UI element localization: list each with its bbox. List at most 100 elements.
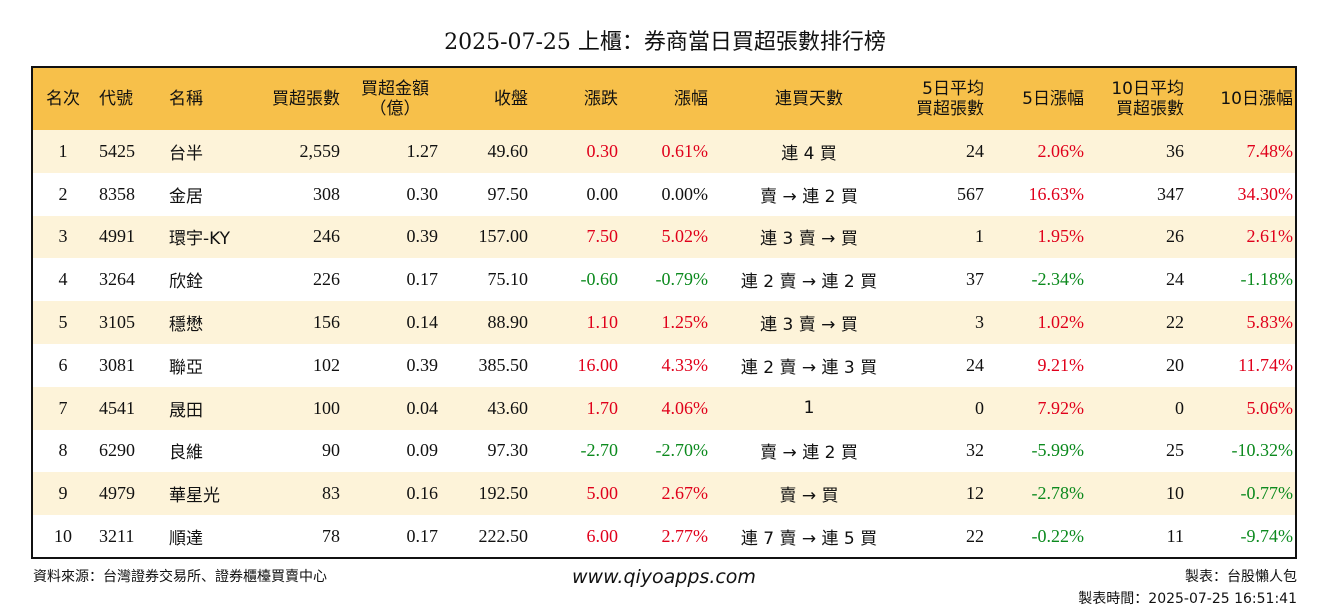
cell-change: 0.00 [586, 183, 619, 204]
cell-change-pct: 2.67% [661, 483, 709, 504]
cell-chg10: 5.06% [1246, 397, 1294, 418]
cell-avg5: 1 [975, 226, 984, 247]
cell-close: 192.50 [478, 483, 529, 504]
ranking-table-container: 名次 代號 名稱 買超張數 買超金額 （億） 收盤 漲跌 漲幅 連買天數 5日平… [31, 66, 1297, 559]
cell-rank: 10 [54, 526, 72, 547]
page-title: 2025-07-25 上櫃：券商當日買超張數排行榜 [444, 30, 886, 55]
cell-avg10: 36 [1166, 140, 1184, 161]
cell-change-pct: 1.25% [661, 312, 709, 333]
cell-code: 5425 [99, 140, 135, 161]
cell-close: 49.60 [487, 140, 529, 161]
cell-name: 環宇-KY [169, 229, 231, 250]
cell-close: 43.60 [487, 397, 529, 418]
cell-avg10: 26 [1166, 226, 1184, 247]
cell-avg5: 24 [966, 354, 984, 375]
cell-chg10: -9.74% [1240, 526, 1294, 547]
cell-chg10: -1.18% [1240, 269, 1294, 290]
cell-net-buy-lots: 2,559 [299, 140, 341, 161]
cell-streak: 連 3 賣 → 買 [760, 229, 858, 250]
cell-change: 1.10 [586, 312, 619, 333]
cell-streak: 賣 → 連 2 買 [760, 443, 858, 464]
cell-rank: 2 [58, 183, 68, 204]
cell-name: 台半 [169, 143, 203, 164]
cell-change-pct: 0.00% [661, 183, 709, 204]
cell-chg10: -0.77% [1240, 483, 1294, 504]
cell-name: 聯亞 [169, 357, 203, 378]
cell-change: 0.30 [586, 140, 619, 161]
cell-avg10: 0 [1175, 397, 1184, 418]
header-name: 名稱 [169, 89, 203, 109]
cell-name: 穩懋 [169, 315, 203, 336]
cell-name: 晟田 [169, 400, 203, 421]
cell-close: 385.50 [478, 354, 529, 375]
cell-net-buy-amount: 0.14 [406, 312, 439, 333]
data-source-note: 資料來源：台灣證券交易所、證券櫃檯買賣中心 [33, 569, 327, 585]
cell-rank: 4 [58, 269, 68, 290]
cell-rank: 9 [58, 483, 68, 504]
cell-net-buy-amount: 0.16 [406, 483, 439, 504]
website-link[interactable]: www.qiyoapps.com [572, 566, 756, 588]
cell-rank: 1 [58, 140, 68, 161]
cell-rank: 6 [58, 354, 68, 375]
cell-close: 97.50 [487, 183, 529, 204]
cell-rank: 5 [58, 312, 68, 333]
cell-streak: 連 4 買 [781, 143, 837, 164]
cell-net-buy-lots: 102 [313, 354, 340, 375]
header-net-buy-lots: 買超張數 [272, 89, 340, 109]
cell-change: 5.00 [586, 483, 619, 504]
cell-streak: 賣 → 連 2 買 [760, 186, 858, 207]
cell-avg10: 347 [1157, 183, 1184, 204]
cell-streak: 1 [803, 398, 815, 419]
footer-credits: 製表：台股懶人包 製表時間：2025-07-25 16:51:41 [1078, 566, 1297, 610]
cell-code: 8358 [99, 183, 135, 204]
cell-avg5: 3 [975, 312, 984, 333]
cell-streak: 連 2 賣 → 連 3 買 [740, 357, 878, 378]
cell-name: 欣銓 [169, 272, 203, 293]
cell-change-pct: 4.33% [661, 354, 709, 375]
cell-net-buy-lots: 90 [322, 440, 340, 461]
cell-chg5: -2.34% [1031, 269, 1085, 290]
cell-streak: 賣 → 買 [779, 486, 839, 507]
cell-rank: 3 [58, 226, 68, 247]
cell-change-pct: 2.77% [661, 526, 709, 547]
cell-avg10: 10 [1166, 483, 1184, 504]
cell-streak: 連 2 賣 → 連 2 買 [740, 272, 878, 293]
cell-avg10: 25 [1166, 440, 1184, 461]
cell-change: 7.50 [586, 226, 619, 247]
table-row: 9 4979 華星光 83 0.16 192.50 5.00 2.67% 賣 → 買 12 -2.7… [33, 472, 1295, 516]
cell-chg10: 34.30% [1237, 183, 1294, 204]
header-streak: 連買天數 [775, 89, 843, 109]
cell-streak: 連 3 賣 → 買 [760, 315, 858, 336]
header-chg10: 10日漲幅 [1220, 89, 1293, 109]
cell-name: 華星光 [169, 486, 220, 507]
cell-change-pct: 4.06% [661, 397, 709, 418]
cell-chg5: 1.02% [1037, 312, 1085, 333]
cell-net-buy-amount: 0.04 [406, 397, 439, 418]
cell-streak: 連 7 賣 → 連 5 買 [740, 529, 878, 550]
header-code: 代號 [99, 89, 133, 109]
table-body: 1 5425 台半 2,559 1.27 49.60 0.30 0.61% 連 4 買 24 2.0… [33, 130, 1295, 557]
cell-code: 4541 [99, 397, 135, 418]
cell-chg5: 7.92% [1037, 397, 1085, 418]
header-change: 漲跌 [584, 89, 618, 109]
cell-avg10: 11 [1166, 526, 1184, 547]
cell-change-pct: 0.61% [661, 140, 709, 161]
table-row: 7 4541 晟田 100 0.04 43.60 1.70 4.06% 1 0 7.92% 0 5.06… [33, 386, 1295, 430]
cell-net-buy-amount: 0.39 [406, 226, 439, 247]
cell-change: 6.00 [586, 526, 619, 547]
cell-avg5: 37 [966, 269, 984, 290]
cell-chg5: 9.21% [1037, 354, 1085, 375]
cell-change: 1.70 [586, 397, 619, 418]
cell-chg10: -10.32% [1231, 440, 1294, 461]
cell-net-buy-lots: 100 [313, 397, 340, 418]
cell-change-pct: -2.70% [655, 440, 709, 461]
cell-close: 157.00 [478, 226, 529, 247]
cell-avg10: 20 [1166, 354, 1184, 375]
header-avg10: 10日平均 買超張數 [1111, 79, 1184, 119]
table-row: 1 5425 台半 2,559 1.27 49.60 0.30 0.61% 連 4 買 24 2.0… [33, 130, 1295, 173]
cell-change: -2.70 [580, 440, 619, 461]
header-rank: 名次 [46, 89, 80, 109]
table-row: 3 4991 環宇-KY 246 0.39 157.00 7.50 5.02% 連 3 賣 → … [33, 215, 1295, 259]
cell-code: 4991 [99, 226, 135, 247]
cell-code: 4979 [99, 483, 135, 504]
